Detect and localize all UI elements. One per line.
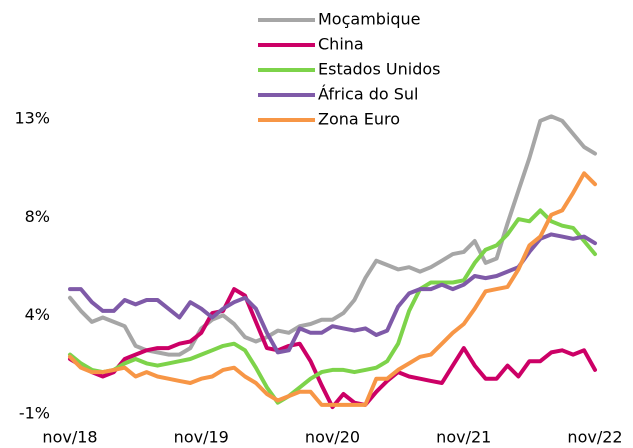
legend-label: Zona Euro [318, 110, 400, 129]
x-tick-label: nov/18 [42, 428, 97, 447]
series-line [68, 171, 597, 407]
legend-label: Moçambique [318, 10, 421, 29]
series-line [68, 287, 597, 410]
x-tick-label: nov/19 [174, 428, 229, 447]
y-tick-label: 8% [25, 207, 50, 226]
y-tick-label: -1% [19, 404, 50, 423]
legend-label: África do Sul [318, 85, 419, 104]
y-tick-label: 4% [25, 305, 50, 324]
x-tick-label: nov/21 [436, 428, 491, 447]
series-line [68, 208, 597, 405]
series-line [68, 114, 597, 357]
legend-label: China [318, 35, 364, 54]
legend-label: Estados Unidos [318, 60, 440, 79]
x-tick-label: nov/20 [305, 428, 360, 447]
x-tick-label: nov/22 [567, 428, 622, 447]
y-tick-label: 13% [14, 109, 50, 128]
series-line [68, 232, 597, 355]
